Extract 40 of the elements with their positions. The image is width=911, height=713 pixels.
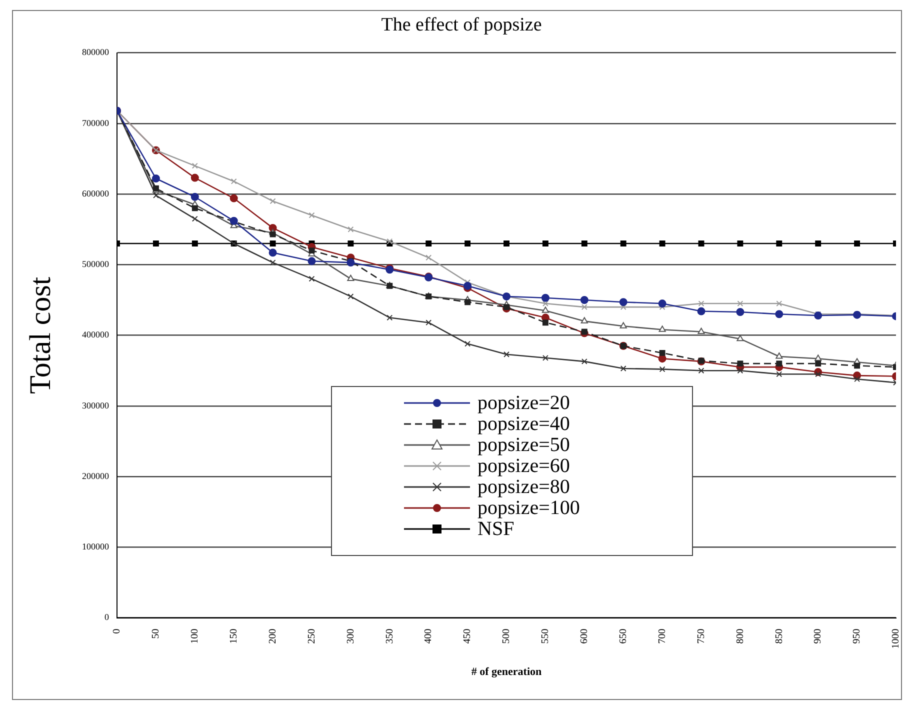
x-tick-label: 0 [112, 628, 123, 634]
y-tick-label: 300000 [82, 400, 110, 410]
x-tick-label: 500 [501, 628, 512, 644]
x-tick-label: 400 [423, 628, 434, 644]
x-tick-label: 650 [618, 628, 629, 644]
y-tick-label: 700000 [82, 118, 110, 128]
x-tick-label: 900 [812, 628, 824, 644]
y-tick-label: 100000 [82, 542, 110, 552]
x-tick-label: 50 [150, 628, 162, 639]
x-tick-label: 850 [774, 628, 785, 644]
y-tick-label: 800000 [82, 47, 110, 58]
x-tick-label: 300 [345, 628, 356, 644]
x-tick-label: 700 [656, 628, 668, 644]
y-tick-label: 200000 [82, 470, 110, 481]
x-tick-label: 1000 [890, 628, 902, 649]
legend-label: popsize=20 [478, 392, 570, 415]
legend-label: popsize=100 [478, 496, 580, 520]
y-tick-label: 400000 [82, 330, 110, 340]
x-tick-label: 800 [734, 628, 746, 644]
x-tick-label: 200 [267, 628, 278, 644]
legend-label: popsize=40 [478, 412, 570, 436]
x-tick-label: 600 [579, 628, 590, 644]
x-tick-label: 550 [540, 628, 552, 644]
x-tick-label: 450 [462, 628, 474, 644]
y-tick-label: 500000 [82, 259, 110, 270]
chart-title: The effect of popsize [381, 14, 542, 36]
x-tick-label: 250 [306, 628, 318, 644]
y-tick-label: 600000 [82, 188, 110, 198]
legend-label: popsize=50 [478, 434, 570, 457]
legend-label: NSF [478, 518, 514, 541]
legend-label: popsize=60 [478, 454, 570, 478]
y-tick-label: 0 [104, 612, 110, 622]
x-tick-label: 150 [228, 628, 240, 644]
x-tick-label: 750 [696, 628, 707, 644]
x-tick-label: 100 [190, 628, 201, 644]
x-tick-label: 950 [852, 628, 863, 644]
y-axis-title: Total cost [24, 276, 57, 394]
x-tick-label: 350 [384, 628, 396, 644]
x-axis-title: # of generation [471, 666, 542, 678]
legend-label: popsize=80 [478, 476, 570, 499]
